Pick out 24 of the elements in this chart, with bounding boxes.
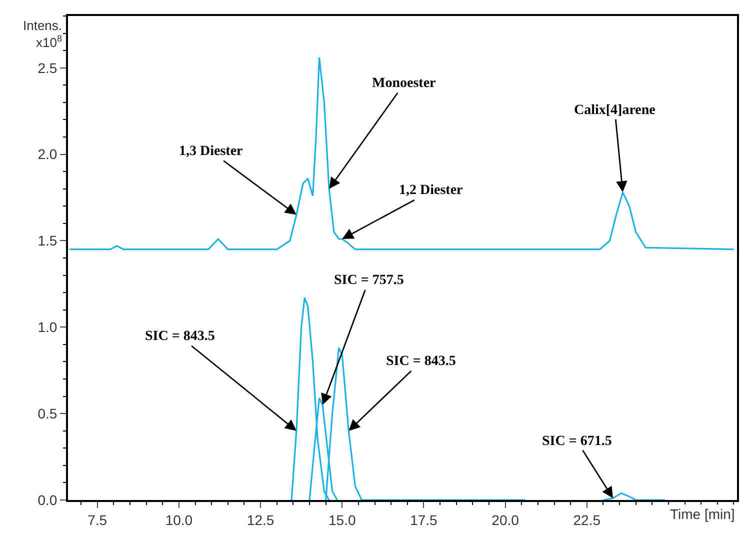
- line-series: [68, 56, 735, 250]
- annotation: SIC = 671.5: [542, 434, 612, 449]
- x-axis-title: Time [min]: [670, 506, 735, 522]
- annotation: SIC = 843.5: [386, 354, 456, 369]
- x-tick-label: 7.5: [88, 512, 108, 528]
- x-tick-label: 12.5: [246, 512, 274, 528]
- x-tick-label: 10.0: [165, 512, 193, 528]
- x-tick-label: 20.0: [492, 512, 520, 528]
- y-tick-label: 2.0: [38, 146, 58, 162]
- x-tick-label: 15.0: [328, 512, 356, 528]
- y-tick-label: 2.5: [38, 60, 58, 76]
- y-tick-label: 0.0: [38, 492, 58, 508]
- x-tick-label: 17.5: [410, 512, 438, 528]
- annotation: 1,2 Diester: [399, 183, 463, 198]
- annotation: Monoester: [372, 76, 436, 91]
- y-tick-label: 0.5: [38, 405, 58, 422]
- annotation: SIC = 757.5: [334, 273, 404, 288]
- annotation: Calix[4]arene: [574, 103, 656, 118]
- y-tick-label: 1.5: [38, 232, 58, 249]
- annotation: 1,3 Diester: [179, 144, 243, 159]
- y-tick-label: 1.0: [38, 319, 58, 336]
- y-axis-title: Intens. x10$^{8}$: [23, 18, 62, 50]
- x-tick-label: 22.5: [573, 512, 601, 528]
- annotation: SIC = 843.5: [145, 329, 215, 344]
